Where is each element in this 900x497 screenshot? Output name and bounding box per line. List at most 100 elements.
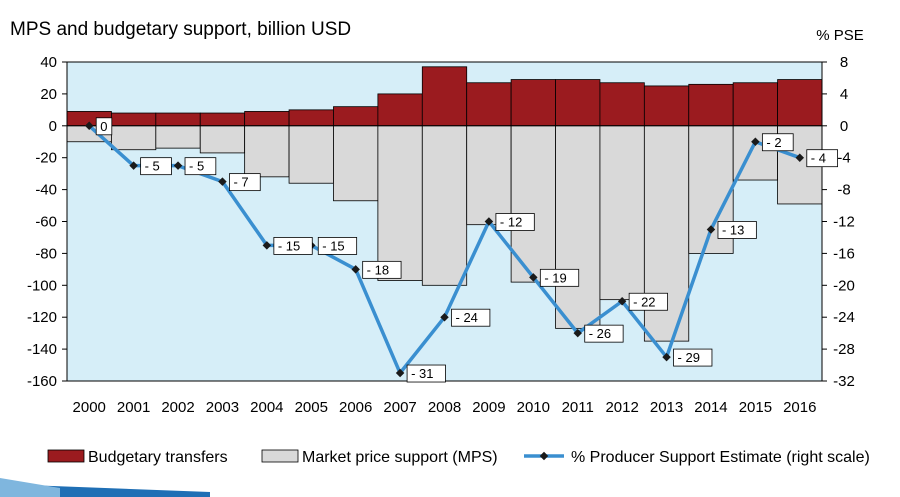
chart-title: MPS and budgetary support, billion USD [10,19,351,40]
pse-label-box [628,292,668,311]
x-tick-label: 2001 [117,399,150,416]
pse-label-box [317,237,358,255]
y-tick-label: -20 [35,150,57,167]
x-tick-label: 2016 [783,399,816,416]
pse-marker [662,352,671,362]
bar-budgetary-transfers [599,82,645,127]
x-tick-label: 2010 [517,399,550,416]
x-tick-label: 2012 [605,399,638,416]
bar-budgetary-transfers [777,79,823,127]
bar-budgetary-transfers [466,82,512,127]
x-tick-label: 2002 [161,399,194,416]
bar-market-price-support [466,125,512,226]
bar-budgetary-transfers [555,79,601,127]
bar-market-price-support [421,125,468,286]
y2-tick-label: 8 [840,54,848,71]
bar-budgetary-transfers [510,79,556,127]
pse-marker [218,177,227,186]
pse-marker [395,368,405,378]
bar-market-price-support [333,125,379,202]
pse-data-label: - 7 [233,175,248,190]
pse-marker [129,161,138,170]
y-tick-label: -160 [27,373,57,390]
bar-budgetary-transfers [643,85,690,127]
y2-tick-label: -20 [833,277,855,294]
bar-market-price-support [555,125,601,329]
pse-label-box [806,149,838,168]
pse-data-label: - 19 [544,270,566,285]
bar-budgetary-transfers [688,83,734,127]
y-tick-label: -140 [27,341,57,358]
x-tick-label: 2015 [739,399,772,416]
pse-marker [617,297,627,306]
pse-marker [440,312,449,322]
bar-market-price-support [244,125,290,178]
bar-budgetary-transfers [333,106,379,127]
bar-budgetary-transfers [732,82,778,127]
data-labels-layer: 0 - 5 - 5 - 7 - 15 - 15 - 18 - 31 - 24 - 12 - 19 - … [95,117,838,383]
y2-tick-label: -12 [833,214,855,231]
pse-label-box [539,268,580,287]
bar-market-price-support [111,125,157,151]
bar-market-price-support [155,125,201,149]
legend-label-pse: % Producer Support Estimate (right scale… [571,449,870,466]
y2-tick-label: -32 [833,373,855,390]
pse-label-box [495,213,535,231]
bar-budgetary-transfers [155,112,201,127]
x-tick-label: 2007 [383,399,416,416]
y2-tick-label: 4 [840,86,848,103]
pse-label-box [229,173,261,192]
pse-marker [484,217,494,226]
pse-marker [351,265,360,274]
x-tick-label: 2008 [428,399,461,416]
pse-data-label: - 15 [278,238,300,253]
legend-swatch-budgetary-transfers [47,449,85,463]
pse-label-box [717,221,757,239]
y2-tick-label: -28 [833,341,855,358]
bar-market-price-support [599,125,645,301]
y2-tick-label: -24 [833,309,855,326]
bar-budgetary-transfers [288,109,334,127]
pse-marker [84,121,94,131]
pse-marker [529,273,538,282]
legend-label-budgetary-transfers: Budgetary transfers [88,449,228,466]
pse-label-box [451,308,491,327]
pse-label-box [673,348,713,367]
y2-tick-label: 0 [840,118,848,135]
y-tick-label: -120 [27,309,57,326]
y2-tick-label: -8 [837,182,850,199]
pse-data-label: - 13 [722,222,744,237]
pse-data-label: - 2 [766,135,781,150]
y-tick-label: 0 [49,118,57,135]
pse-data-label: 0 [100,119,107,134]
pse-data-label: - 31 [411,366,433,381]
pse-data-label: - 4 [811,151,826,166]
pse-label-box [95,117,113,136]
bar-market-price-support [288,125,334,184]
x-tick-label: 2006 [339,399,372,416]
pse-data-label: - 26 [589,326,611,341]
axes-layer: 40200-20-40-60-80-100-120-140-160840-4-8… [27,54,855,416]
y-tick-label: -40 [35,182,57,199]
y-tick-label: -80 [35,245,57,262]
bar-budgetary-transfers [111,112,157,127]
legend-swatch-market-price-support [261,449,299,463]
bar-budgetary-transfers [377,93,423,127]
legend-marker-pse [539,451,549,461]
pse-data-label: - 18 [367,262,389,277]
x-tick-label: 2009 [472,399,505,416]
pse-label-box [584,324,624,343]
pse-data-label: - 15 [322,238,344,253]
x-tick-label: 2014 [694,399,727,416]
pse-label-box [273,237,313,255]
bar-budgetary-transfers [421,66,468,127]
x-tick-label: 2005 [295,399,328,416]
pse-label-box [406,364,446,383]
corner-decoration [0,478,210,497]
bar-market-price-support [199,125,246,154]
pse-marker [173,161,183,170]
pse-data-label: - 29 [678,350,700,365]
bars-layer [66,66,823,342]
pse-data-label: - 12 [500,215,522,230]
